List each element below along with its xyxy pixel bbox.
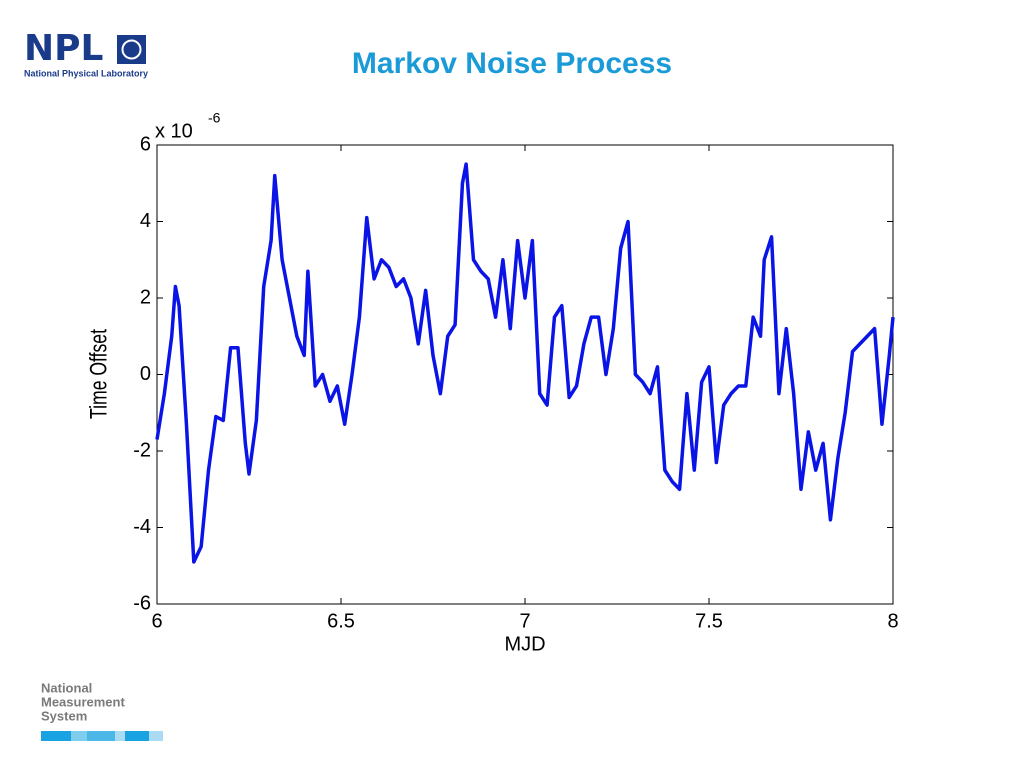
logo-subtitle: National Physical Laboratory [24, 68, 148, 78]
footer-bar [71, 731, 87, 741]
data-line [155, 162, 895, 564]
logo-text: NPL [24, 28, 103, 69]
chart-title: Markov Noise Process [352, 47, 672, 80]
footer-bar [41, 731, 71, 741]
y-tick-label: -4 [133, 516, 151, 538]
y-tick-label: 0 [140, 363, 151, 385]
footer-bar [149, 731, 163, 741]
y-tick-label: 2 [140, 286, 151, 308]
footer-line: Measurement [41, 694, 125, 709]
y-multiplier-exponent: -6 [208, 110, 221, 126]
footer-bar [115, 731, 125, 741]
x-tick-label: 7 [519, 610, 530, 632]
y-tick-label: -6 [133, 592, 151, 614]
y-tick-label: 4 [140, 210, 151, 232]
footer-bar [125, 731, 149, 741]
y-tick-label: -2 [133, 439, 151, 461]
logo-crest-ring [121, 39, 142, 60]
x-tick-label: 6 [151, 610, 162, 632]
y-axis-label: Time Offset [86, 329, 112, 419]
footer-bar [87, 731, 115, 741]
x-tick-label: 8 [887, 610, 898, 632]
logo: NPL National Physical Laboratory [24, 28, 148, 78]
y-multiplier: x 10 [155, 120, 193, 142]
x-axis-label: MJD [504, 633, 545, 655]
y-tick-label: 6 [140, 133, 151, 155]
footer-line: National [41, 680, 92, 695]
logo-crest [117, 35, 146, 64]
footer-line: System [41, 708, 87, 723]
x-tick-label: 6.5 [327, 610, 355, 632]
x-tick-label: 7.5 [695, 610, 723, 632]
footer: National Measurement System [41, 680, 163, 741]
